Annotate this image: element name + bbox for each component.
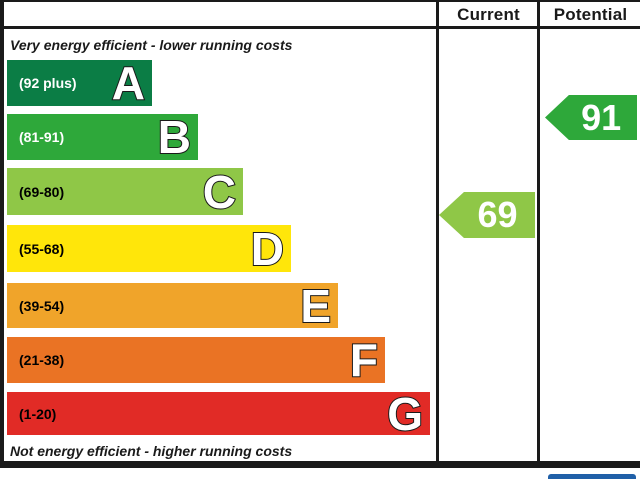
band-f-letter: F	[349, 334, 379, 386]
table-bottom-border	[0, 461, 640, 468]
potential-column-divider	[537, 0, 540, 468]
potential-column-header: Potential	[553, 4, 628, 24]
header-separator-line	[0, 26, 640, 29]
table-left-border	[0, 0, 4, 468]
potential-rating-arrow: 91	[545, 95, 637, 140]
band-e-letter: E	[299, 279, 332, 332]
current-column-header: Current	[457, 4, 520, 24]
band-d: (55-68) D	[7, 222, 291, 275]
band-a-range-label: (92 plus)	[19, 75, 77, 91]
band-d-range-label: (55-68)	[19, 240, 65, 257]
current-rating-value: 69	[477, 194, 518, 235]
band-c-range-label: (69-80)	[19, 183, 65, 200]
band-f-range-label: (21-38)	[19, 352, 65, 368]
band-b: (81-91) B	[7, 111, 198, 163]
potential-rating-value: 91	[581, 96, 622, 138]
band-d-letter: D	[250, 222, 285, 275]
current-column-divider	[436, 0, 439, 468]
band-b-range-label: (81-91)	[19, 129, 65, 145]
partial-blue-element	[548, 474, 636, 479]
current-rating-arrow: 69	[439, 192, 535, 238]
band-e: (39-54) E	[7, 279, 338, 332]
band-e-range-label: (39-54)	[19, 297, 65, 314]
band-b-letter: B	[157, 111, 192, 163]
band-g-range-label: (1-20)	[19, 405, 57, 422]
band-f: (21-38) F	[7, 334, 385, 386]
band-g-letter: G	[386, 387, 424, 440]
band-g: (1-20) G	[7, 387, 430, 440]
table-top-border	[0, 0, 640, 2]
band-c-letter: C	[202, 165, 237, 218]
bottom-caption: Not energy efficient - higher running co…	[10, 443, 293, 459]
band-a-letter: A	[111, 57, 146, 109]
band-c: (69-80) C	[7, 165, 243, 218]
band-a: (92 plus) A	[7, 57, 152, 109]
top-caption: Very energy efficient - lower running co…	[10, 37, 293, 53]
